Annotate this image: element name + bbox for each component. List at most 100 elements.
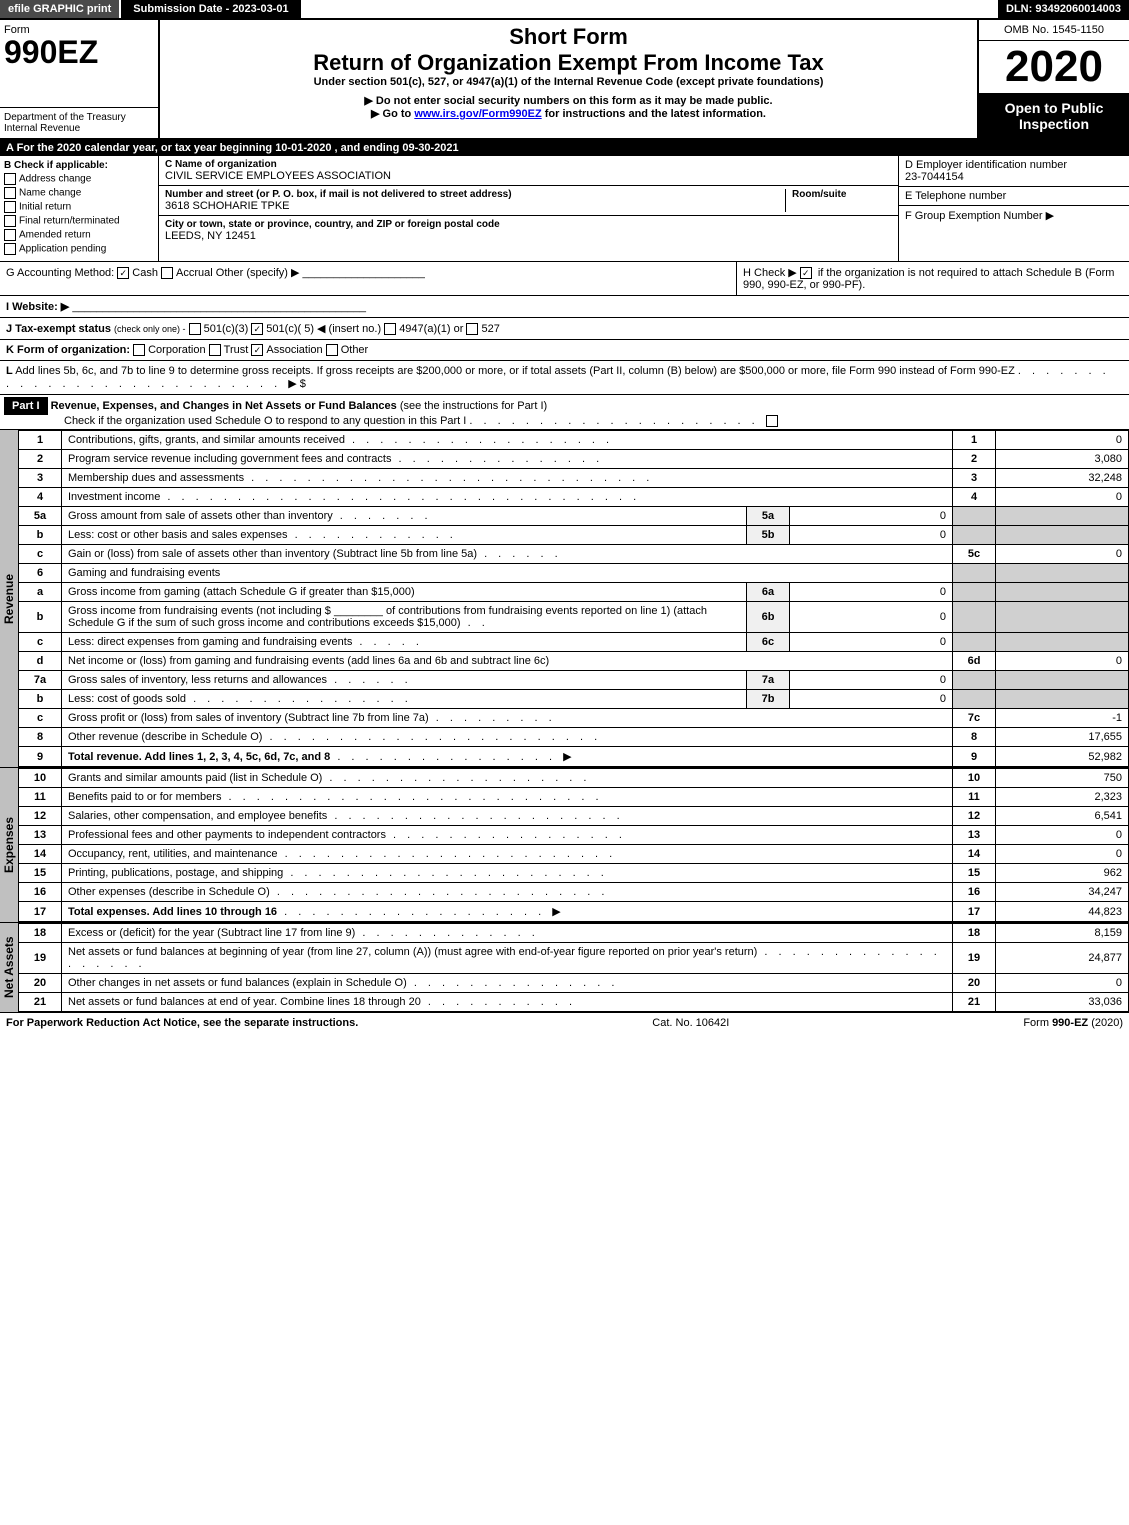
other-specify-label: Other (specify) ▶	[216, 267, 300, 279]
line-19: 19Net assets or fund balances at beginni…	[19, 943, 1129, 974]
name-change-option[interactable]: Name change	[4, 187, 154, 199]
expenses-table: 10Grants and similar amounts paid (list …	[18, 768, 1129, 922]
line-13: 13Professional fees and other payments t…	[19, 826, 1129, 845]
page-footer: For Paperwork Reduction Act Notice, see …	[0, 1013, 1129, 1033]
goto-prefix: ▶ Go to	[371, 108, 414, 120]
group-exemption-label: F Group Exemption Number ▶	[905, 209, 1123, 222]
association-label: Association	[266, 344, 322, 356]
submission-date: Submission Date - 2023-03-01	[121, 0, 300, 18]
website-label: I Website: ▶	[6, 301, 69, 313]
arrow-dollar: ▶ $	[288, 378, 306, 390]
line-17: 17Total expenses. Add lines 10 through 1…	[19, 902, 1129, 922]
city-state-zip: LEEDS, NY 12451	[165, 230, 892, 242]
check-if-applicable: Check if applicable:	[14, 160, 108, 171]
org-name-label: C Name of organization	[165, 159, 892, 170]
efile-print-label[interactable]: efile GRAPHIC print	[0, 0, 119, 18]
expenses-side-label: Expenses	[0, 768, 18, 922]
501c3-label: 501(c)(3)	[204, 323, 249, 335]
main-title: Return of Organization Exempt From Incom…	[164, 50, 973, 76]
trust-checkbox[interactable]	[209, 344, 221, 356]
4947-checkbox[interactable]	[384, 323, 396, 335]
final-return-option[interactable]: Final return/terminated	[4, 215, 154, 227]
title-box: Short Form Return of Organization Exempt…	[160, 20, 977, 138]
line-21: 21Net assets or fund balances at end of …	[19, 993, 1129, 1012]
check-text: Check ▶	[754, 267, 797, 279]
initial-return-option[interactable]: Initial return	[4, 201, 154, 213]
cash-checkbox[interactable]	[117, 267, 129, 279]
line-16: 16Other expenses (describe in Schedule O…	[19, 883, 1129, 902]
corporation-label: Corporation	[148, 344, 205, 356]
dln: DLN: 93492060014003	[998, 0, 1129, 18]
section-b-letter: B	[4, 160, 11, 171]
trust-label: Trust	[224, 344, 249, 356]
section-h-label: H	[743, 267, 751, 279]
dots: . . . . . . . . . . . . . . . . . . . . …	[469, 415, 765, 427]
catalog-number: Cat. No. 10642I	[652, 1017, 729, 1029]
line-6c: cLess: direct expenses from gaming and f…	[19, 633, 1129, 652]
dept-treasury: Department of the Treasury	[4, 112, 154, 123]
ein-label: D Employer identification number	[905, 159, 1123, 171]
part-1-badge: Part I	[4, 397, 48, 415]
goto-suffix: for instructions and the latest informat…	[542, 108, 766, 120]
gross-receipts-text: Add lines 5b, 6c, and 7b to line 9 to de…	[15, 365, 1015, 377]
right-header-box: OMB No. 1545-1150 2020 Open to Public In…	[977, 20, 1129, 138]
section-i-website: I Website: ▶ ___________________________…	[0, 296, 1129, 318]
line-7a: 7aGross sales of inventory, less returns…	[19, 671, 1129, 690]
section-l-label: L	[6, 365, 13, 377]
city-label: City or town, state or province, country…	[165, 219, 892, 230]
schedule-o-checkbox[interactable]	[766, 415, 778, 427]
line-12: 12Salaries, other compensation, and empl…	[19, 807, 1129, 826]
form-number: 990EZ	[4, 36, 154, 68]
street-address: 3618 SCHOHARIE TPKE	[165, 200, 785, 212]
form-ref-year: (2020)	[1088, 1017, 1123, 1029]
section-h: H Check ▶ if the organization is not req…	[736, 262, 1129, 295]
schedule-b-checkbox[interactable]	[800, 267, 812, 279]
line-6b: bGross income from fundraising events (n…	[19, 602, 1129, 633]
527-checkbox[interactable]	[466, 323, 478, 335]
line-5a: 5aGross amount from sale of assets other…	[19, 507, 1129, 526]
line-15: 15Printing, publications, postage, and s…	[19, 864, 1129, 883]
accrual-checkbox[interactable]	[161, 267, 173, 279]
application-pending-option[interactable]: Application pending	[4, 243, 154, 255]
cash-label: Cash	[132, 267, 158, 279]
org-info-grid: B Check if applicable: Address change Na…	[0, 156, 1129, 262]
line-11: 11Benefits paid to or for members . . . …	[19, 788, 1129, 807]
revenue-side-label: Revenue	[0, 430, 18, 767]
part-1-header-row: Part I Revenue, Expenses, and Changes in…	[0, 395, 1129, 430]
org-name: CIVIL SERVICE EMPLOYEES ASSOCIATION	[165, 170, 892, 182]
tax-exempt-label: J Tax-exempt status	[6, 323, 111, 335]
section-d-e-f: D Employer identification number 23-7044…	[898, 156, 1129, 261]
phone-label: E Telephone number	[905, 190, 1123, 202]
irs-link[interactable]: www.irs.gov/Form990EZ	[414, 108, 541, 120]
line-9: 9Total revenue. Add lines 1, 2, 3, 4, 5c…	[19, 747, 1129, 767]
line-6a: aGross income from gaming (attach Schedu…	[19, 583, 1129, 602]
ein: 23-7044154	[905, 171, 1123, 183]
form-ref-prefix: Form	[1023, 1017, 1052, 1029]
line-3: 3Membership dues and assessments . . . .…	[19, 469, 1129, 488]
corporation-checkbox[interactable]	[133, 344, 145, 356]
room-suite-label: Room/suite	[792, 189, 892, 200]
tax-year: 2020	[979, 41, 1129, 94]
association-checkbox[interactable]	[251, 344, 263, 356]
address-change-option[interactable]: Address change	[4, 173, 154, 185]
part-1-subtitle: (see the instructions for Part I)	[400, 400, 547, 412]
form-ref-number: 990-EZ	[1052, 1017, 1088, 1029]
4947-label: 4947(a)(1) or	[399, 323, 463, 335]
501c3-checkbox[interactable]	[189, 323, 201, 335]
527-label: 527	[481, 323, 499, 335]
amended-return-option[interactable]: Amended return	[4, 229, 154, 241]
revenue-table: 1Contributions, gifts, grants, and simil…	[18, 430, 1129, 767]
501c-checkbox[interactable]	[251, 323, 263, 335]
short-form-title: Short Form	[164, 24, 973, 50]
line-18: 18Excess or (deficit) for the year (Subt…	[19, 924, 1129, 943]
revenue-section: Revenue 1Contributions, gifts, grants, a…	[0, 430, 1129, 768]
other-org-checkbox[interactable]	[326, 344, 338, 356]
accrual-label: Accrual	[176, 267, 213, 279]
goto-note: ▶ Go to www.irs.gov/Form990EZ for instru…	[164, 107, 973, 120]
line-8: 8Other revenue (describe in Schedule O) …	[19, 728, 1129, 747]
net-assets-side-label: Net Assets	[0, 923, 18, 1012]
line-10: 10Grants and similar amounts paid (list …	[19, 769, 1129, 788]
section-k-form-org: K Form of organization: Corporation Trus…	[0, 340, 1129, 361]
top-bar: efile GRAPHIC print Submission Date - 20…	[0, 0, 1129, 20]
accounting-method-label: G Accounting Method:	[6, 267, 114, 279]
